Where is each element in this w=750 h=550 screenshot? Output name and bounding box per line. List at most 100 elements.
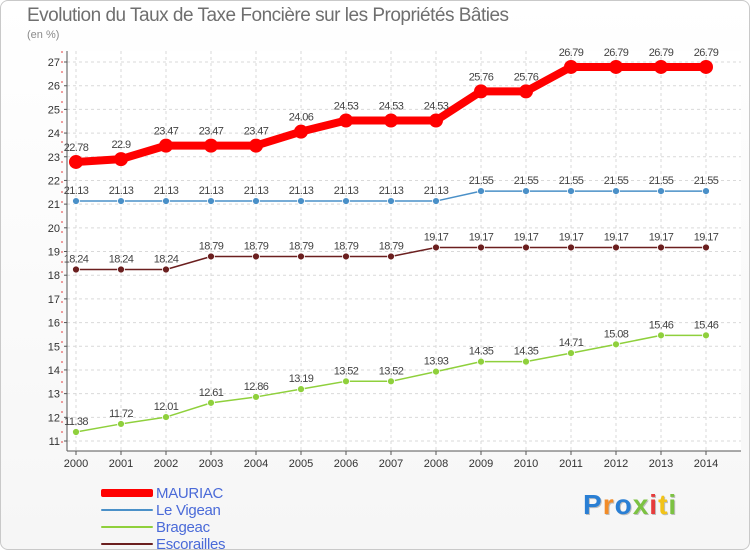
x-tick-label: 2000: [64, 458, 88, 470]
x-tick-label: 2014: [694, 458, 718, 470]
data-point-escorailles: [432, 243, 440, 252]
y-tick-label: 22: [48, 175, 60, 187]
legend-item-escorailles[interactable]: Escorailles: [101, 536, 341, 549]
data-point-brageac: [207, 398, 215, 407]
legend-item-le-vigean[interactable]: Le Vigean: [101, 502, 341, 521]
data-label-escorailles: 18.79: [379, 240, 404, 252]
data-point-escorailles: [297, 252, 305, 261]
data-label-escorailles: 19.17: [424, 231, 449, 243]
data-label-escorailles: 18.79: [199, 240, 224, 252]
data-label-brageac: 11.72: [109, 408, 133, 420]
legend-swatch-escorailles: [101, 543, 153, 545]
data-label-escorailles: 19.17: [559, 231, 584, 243]
data-label-escorailles: 18.79: [334, 240, 359, 252]
legend: MAURIAC Le Vigean Brageac Escorailles: [101, 485, 341, 549]
x-tick-label: 2005: [289, 458, 313, 470]
y-tick-label: 18: [48, 270, 60, 282]
data-point-brageac: [522, 357, 530, 366]
x-tick-label: 2008: [424, 458, 448, 470]
data-label-mauriac: 24.06: [289, 112, 314, 124]
data-point-le-vigean: [252, 197, 260, 205]
data-label-brageac: 15.46: [694, 319, 719, 331]
data-point-escorailles: [657, 243, 665, 252]
x-tick-label: 2007: [379, 458, 403, 470]
data-label-le-vigean: 21.13: [424, 185, 449, 197]
data-label-brageac: 12.01: [154, 401, 179, 413]
logo-letter: i: [649, 489, 659, 520]
x-tick-label: 2006: [334, 458, 358, 470]
data-point-le-vigean: [162, 197, 170, 205]
y-tick-label: 12: [48, 412, 60, 424]
data-label-brageac: 15.08: [604, 328, 629, 340]
y-axis-unit: (en %): [27, 29, 60, 41]
y-tick-label: 15: [48, 341, 60, 353]
data-point-escorailles: [702, 243, 710, 252]
data-label-mauriac: 23.47: [199, 126, 224, 138]
data-label-brageac: 15.46: [649, 319, 674, 331]
x-tick-label: 2010: [514, 458, 538, 470]
data-point-mauriac: [114, 152, 128, 167]
data-point-le-vigean: [522, 187, 530, 195]
data-point-mauriac: [609, 59, 623, 74]
x-tick-label: 2011: [559, 458, 583, 470]
data-point-mauriac: [474, 84, 488, 99]
legend-label-brageac: Brageac: [156, 519, 210, 536]
data-label-mauriac: 24.53: [424, 101, 449, 113]
data-point-escorailles: [387, 252, 395, 261]
data-point-brageac: [162, 413, 170, 421]
data-label-escorailles: 19.17: [604, 231, 629, 243]
data-label-le-vigean: 21.13: [154, 185, 179, 197]
data-point-mauriac: [384, 113, 398, 128]
data-label-le-vigean: 21.13: [109, 185, 134, 197]
data-point-mauriac: [564, 59, 578, 74]
legend-item-mauriac[interactable]: MAURIAC: [101, 485, 341, 504]
x-tick-label: 2004: [244, 458, 268, 470]
data-point-brageac: [567, 349, 575, 358]
data-point-brageac: [72, 428, 80, 436]
data-point-brageac: [477, 357, 485, 366]
data-point-escorailles: [567, 243, 575, 252]
legend-swatch-mauriac: [101, 489, 153, 497]
data-label-escorailles: 18.24: [64, 254, 89, 266]
data-label-le-vigean: 21.13: [379, 185, 404, 197]
data-point-escorailles: [207, 252, 215, 261]
data-label-mauriac: 24.53: [334, 101, 359, 113]
data-label-le-vigean: 21.55: [604, 175, 629, 187]
data-point-mauriac: [249, 138, 263, 153]
x-tick-label: 2001: [109, 458, 133, 470]
y-tick-label: 20: [48, 223, 60, 235]
data-label-escorailles: 18.79: [244, 240, 269, 252]
data-point-brageac: [117, 420, 125, 428]
data-label-mauriac: 26.79: [694, 47, 719, 59]
data-point-escorailles: [72, 265, 80, 274]
data-label-escorailles: 19.17: [514, 231, 539, 243]
data-point-le-vigean: [612, 187, 620, 195]
data-point-brageac: [432, 367, 440, 376]
data-label-mauriac: 22.78: [64, 142, 89, 154]
logo-letter: t: [658, 489, 669, 520]
data-point-mauriac: [654, 59, 668, 74]
data-point-escorailles: [477, 243, 485, 252]
data-label-mauriac: 25.76: [469, 71, 494, 83]
data-label-brageac: 14.71: [559, 337, 584, 349]
y-tick-label: 23: [48, 152, 60, 164]
data-label-brageac: 12.86: [244, 381, 269, 393]
data-point-escorailles: [252, 252, 260, 261]
y-tick-label: 17: [48, 294, 60, 306]
legend-item-brageac[interactable]: Brageac: [101, 519, 341, 538]
data-point-mauriac: [69, 154, 83, 169]
data-point-brageac: [252, 393, 260, 401]
data-label-le-vigean: 21.55: [694, 175, 719, 187]
data-point-escorailles: [162, 265, 170, 274]
data-point-brageac: [387, 377, 395, 386]
x-tick-label: 2012: [604, 458, 628, 470]
data-label-brageac: 13.52: [334, 365, 359, 377]
y-tick-label: 19: [48, 247, 60, 259]
data-label-brageac: 14.35: [514, 346, 539, 358]
x-tick-label: 2009: [469, 458, 493, 470]
legend-swatch-le-vigean: [101, 509, 153, 511]
data-point-le-vigean: [207, 197, 215, 205]
data-point-escorailles: [342, 252, 350, 261]
data-point-escorailles: [117, 265, 125, 274]
